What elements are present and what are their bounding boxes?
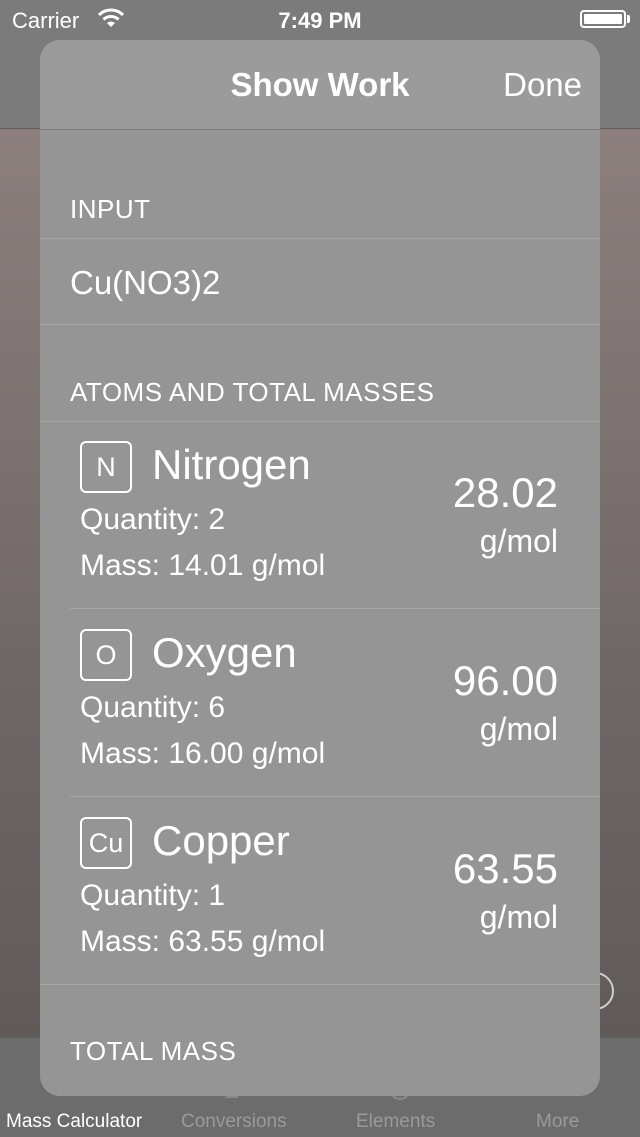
atom-mass: Mass: 16.00 g/mol bbox=[80, 737, 326, 770]
element-name: Copper bbox=[152, 817, 290, 864]
atom-total-unit: g/mol bbox=[479, 523, 558, 559]
wifi-icon bbox=[98, 8, 124, 27]
atom-total-unit: g/mol bbox=[479, 899, 558, 935]
total-mass-section-header: TOTAL MASS bbox=[70, 1036, 237, 1066]
divider bbox=[70, 608, 600, 609]
atom-quantity: Quantity: 2 bbox=[80, 503, 226, 536]
sheet-nav-bar: Show Work Done bbox=[40, 40, 600, 130]
atom-total-mass: 96.00 bbox=[452, 657, 558, 704]
atom-quantity: Quantity: 6 bbox=[80, 691, 226, 724]
divider bbox=[70, 796, 600, 797]
atom-mass: Mass: 63.55 g/mol bbox=[80, 925, 326, 958]
battery-icon bbox=[580, 10, 626, 28]
element-name: Oxygen bbox=[152, 629, 297, 676]
divider bbox=[40, 421, 600, 422]
status-bar: Carrier 7:49 PM bbox=[0, 0, 640, 40]
page-title: Show Work bbox=[230, 66, 410, 103]
atom-total-mass: 28.02 bbox=[452, 469, 558, 516]
atom-quantity: Quantity: 1 bbox=[80, 879, 226, 912]
done-button[interactable]: Done bbox=[503, 66, 582, 103]
show-work-sheet: Show Work Done INPUT Cu(NO3)2 ATOMS AND … bbox=[40, 40, 600, 1096]
atom-total-unit: g/mol bbox=[479, 711, 558, 747]
formula-input-value: Cu(NO3)2 bbox=[70, 264, 221, 301]
tab-conversions[interactable]: Conversions bbox=[181, 1111, 287, 1132]
clock: 7:49 PM bbox=[278, 8, 362, 33]
tab-more[interactable]: More bbox=[536, 1111, 580, 1132]
atom-mass: Mass: 14.01 g/mol bbox=[80, 549, 326, 582]
atom-row-oxygen: O Oxygen Quantity: 6 Mass: 16.00 g/mol 9… bbox=[40, 609, 600, 797]
atom-row-nitrogen: N Nitrogen Quantity: 2 Mass: 14.01 g/mol… bbox=[40, 421, 600, 609]
element-symbol-badge: N bbox=[80, 441, 132, 493]
atom-total-mass: 63.55 bbox=[452, 845, 558, 892]
element-name: Nitrogen bbox=[152, 441, 311, 488]
divider bbox=[40, 324, 600, 325]
carrier-label: Carrier bbox=[12, 8, 80, 33]
battery-tip bbox=[627, 15, 630, 23]
atom-row-copper: Cu Copper Quantity: 1 Mass: 63.55 g/mol … bbox=[40, 797, 600, 985]
divider bbox=[40, 238, 600, 239]
tab-mass-calculator[interactable]: Mass Calculator bbox=[6, 1111, 143, 1132]
atoms-section-header: ATOMS AND TOTAL MASSES bbox=[70, 377, 435, 407]
element-symbol-badge: O bbox=[80, 629, 132, 681]
tab-elements[interactable]: Elements bbox=[356, 1111, 436, 1132]
divider bbox=[40, 984, 600, 985]
input-section-header: INPUT bbox=[70, 194, 151, 224]
element-symbol-badge: Cu bbox=[80, 817, 132, 869]
